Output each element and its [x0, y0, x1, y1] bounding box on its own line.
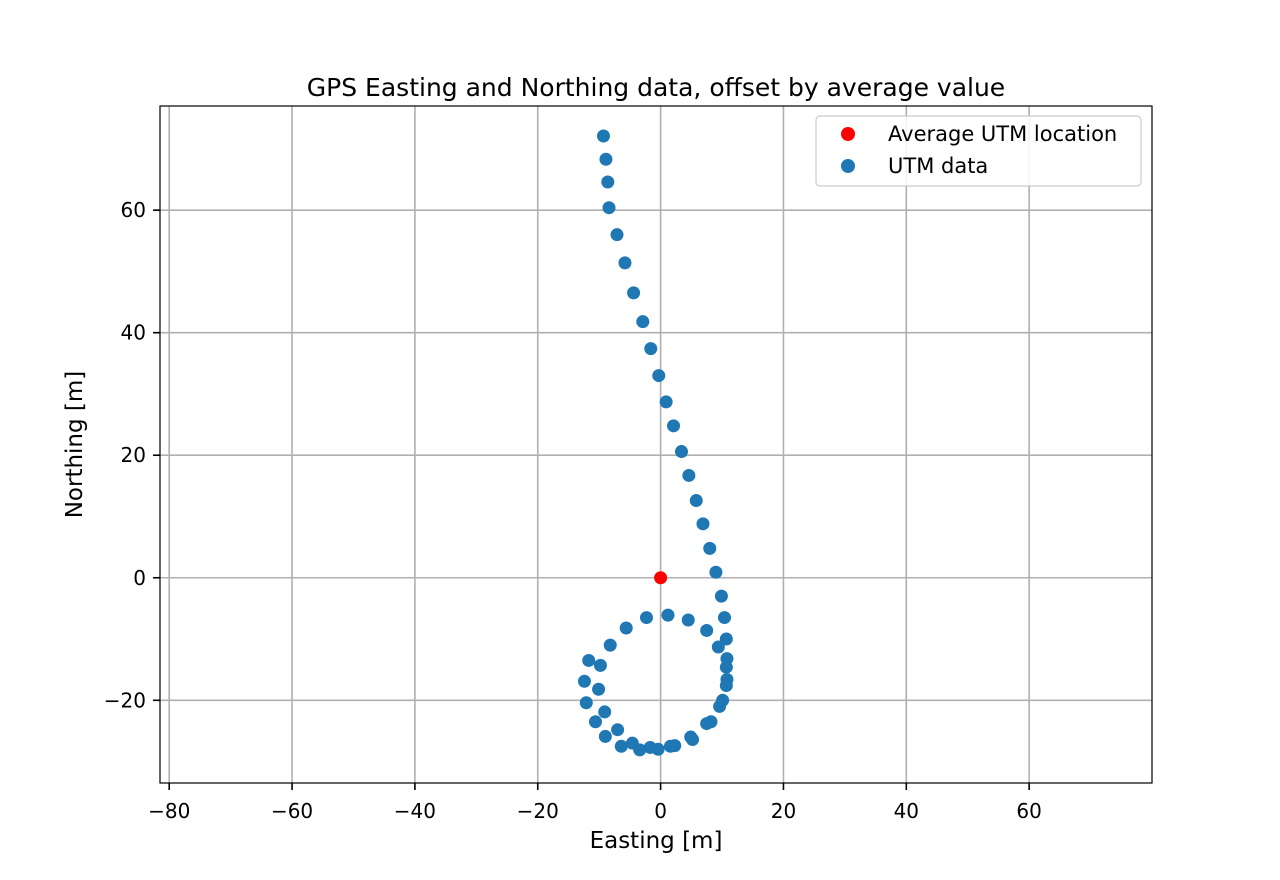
utm-data-point — [719, 660, 733, 674]
average-location-point — [654, 571, 668, 585]
utm-data-point — [625, 736, 639, 750]
utm-data-point — [667, 419, 681, 433]
utm-data-point — [602, 201, 616, 215]
utm-data-point — [593, 658, 607, 672]
utm-data-point — [643, 740, 657, 754]
x-axis-label: Easting [m] — [590, 828, 723, 854]
data-points — [577, 129, 734, 757]
utm-data-point — [619, 621, 633, 635]
y-axis-label: Northing [m] — [62, 371, 88, 519]
utm-data-point — [588, 715, 602, 729]
utm-data-point — [636, 315, 650, 329]
utm-data-point — [663, 739, 677, 753]
utm-data-point — [713, 699, 727, 713]
legend: Average UTM location UTM data — [815, 115, 1142, 187]
utm-data-point — [599, 152, 613, 166]
utm-data-point — [682, 468, 696, 482]
utm-data-point — [601, 175, 615, 189]
utm-data-point — [711, 640, 725, 654]
utm-data-point — [610, 228, 624, 242]
plot-frame — [159, 105, 1153, 784]
utm-data-point — [577, 674, 591, 688]
utm-data-point — [579, 696, 593, 710]
legend-marker-average — [841, 127, 855, 141]
utm-data-point — [719, 679, 733, 693]
utm-data-point — [603, 638, 617, 652]
utm-data-point — [661, 608, 675, 622]
utm-data-point — [717, 611, 731, 625]
legend-box — [815, 115, 1142, 187]
utm-data-point — [681, 613, 695, 627]
legend-label-average: Average UTM location — [888, 122, 1117, 146]
legend-label-utm: UTM data — [888, 154, 988, 178]
utm-data-point — [582, 653, 596, 667]
x-tick-label: 20 — [771, 799, 796, 823]
axis-ticks: −80 −60 −40 −20 0 20 40 60 −20 0 20 40 60 — [104, 198, 1042, 823]
utm-data-point — [639, 611, 653, 625]
utm-data-point — [592, 682, 606, 696]
utm-data-point — [644, 342, 658, 356]
x-tick-label: −20 — [517, 799, 559, 823]
utm-data-point — [700, 623, 714, 637]
y-tick-label: 0 — [133, 566, 146, 590]
y-tick-label: −20 — [104, 688, 146, 712]
y-tick-label: 20 — [121, 443, 146, 467]
utm-data-point — [709, 565, 723, 579]
utm-data-point — [598, 729, 612, 743]
y-tick-label: 60 — [121, 198, 146, 222]
utm-data-point — [703, 541, 717, 555]
utm-data-point — [596, 129, 610, 143]
utm-data-point — [714, 589, 728, 603]
utm-data-point — [686, 733, 700, 747]
utm-data-point — [689, 494, 703, 508]
y-tick-label: 40 — [121, 321, 146, 345]
x-tick-label: 40 — [894, 799, 919, 823]
utm-data-point — [627, 286, 641, 300]
utm-data-point — [719, 632, 733, 646]
chart-title: GPS Easting and Northing data, offset by… — [307, 73, 1005, 102]
utm-data-point — [652, 369, 666, 383]
utm-data-point — [611, 723, 625, 737]
utm-data-point — [618, 256, 632, 270]
utm-data-point — [614, 739, 628, 753]
x-tick-label: 0 — [654, 799, 667, 823]
utm-data-point — [659, 395, 673, 409]
utm-data-point — [700, 717, 714, 731]
x-tick-label: 60 — [1016, 799, 1041, 823]
utm-data-point — [696, 517, 710, 531]
x-tick-label: −80 — [148, 799, 190, 823]
utm-data-point — [598, 705, 612, 719]
x-tick-label: −60 — [271, 799, 313, 823]
utm-data-point — [674, 445, 688, 459]
x-tick-label: −40 — [394, 799, 436, 823]
legend-marker-utm — [841, 159, 855, 173]
